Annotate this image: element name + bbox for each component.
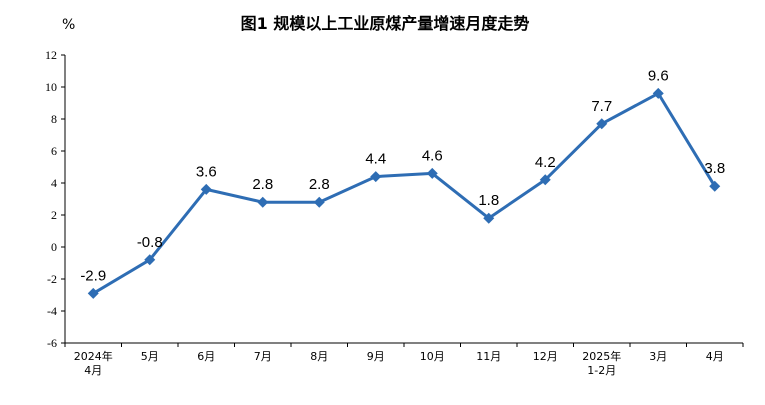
y-tick-label: -2 xyxy=(47,272,57,286)
x-tick-label: 12月 xyxy=(533,350,558,363)
data-point-marker xyxy=(370,171,382,183)
x-tick-label: 1-2月 xyxy=(587,364,616,377)
x-tick-label: 10月 xyxy=(420,350,445,363)
y-tick-label: -4 xyxy=(47,304,57,318)
data-label: 4.6 xyxy=(422,147,443,164)
data-label: 3.6 xyxy=(196,163,217,180)
x-tick-label: 8月 xyxy=(310,350,328,363)
data-point-marker xyxy=(709,180,721,192)
chart-title: 图1 规模以上工业原煤产量增速月度走势 xyxy=(241,14,530,33)
series-line-group: -2.9 -0.8 3.6 2.8 2.8 4.4 4.6 1.8 4.2 7.7 9.6 3.8 xyxy=(80,67,725,299)
data-point-marker xyxy=(426,167,438,179)
data-label: 2.8 xyxy=(309,176,330,193)
y-tick-label: 10 xyxy=(45,80,57,94)
y-tick-label: 12 xyxy=(45,48,57,62)
x-tick-label: 4月 xyxy=(84,364,102,377)
data-label: -0.8 xyxy=(137,234,163,251)
x-tick-label: 2025年 xyxy=(582,349,621,363)
data-point-marker xyxy=(87,287,99,299)
x-tick-label: 4月 xyxy=(706,350,724,363)
data-point-marker xyxy=(200,183,212,195)
data-point-marker xyxy=(144,254,156,266)
x-tick-label: 5月 xyxy=(141,350,159,363)
data-point-marker xyxy=(483,212,495,224)
y-tick-label: 4 xyxy=(51,176,57,190)
y-tick-label: 0 xyxy=(51,240,57,254)
data-point-marker xyxy=(257,196,269,208)
series-line xyxy=(92,91,717,295)
data-label: 2.8 xyxy=(252,176,273,193)
y-tick-label: -6 xyxy=(47,336,57,350)
data-point-marker xyxy=(313,196,325,208)
x-tick-label: 6月 xyxy=(197,350,215,363)
y-tick-label: 8 xyxy=(51,112,57,126)
x-tick-label: 9月 xyxy=(367,350,385,363)
data-point-marker xyxy=(652,87,664,99)
unit-label: % xyxy=(62,17,75,33)
data-label: 3.8 xyxy=(704,160,725,177)
x-tick-label: 7月 xyxy=(254,350,272,363)
data-label: 4.4 xyxy=(365,151,386,168)
x-tick-label: 2024年 xyxy=(74,349,113,363)
y-tick-label: 2 xyxy=(51,208,57,222)
data-point-marker xyxy=(539,174,551,186)
x-tick-label: 11月 xyxy=(476,350,501,363)
data-label: 9.6 xyxy=(648,67,669,84)
y-tick-label: 6 xyxy=(51,144,57,158)
data-point-marker xyxy=(596,118,608,130)
data-label: -2.9 xyxy=(80,267,106,284)
data-label: 7.7 xyxy=(591,98,612,115)
data-label: 1.8 xyxy=(478,192,499,209)
x-tick-label: 3月 xyxy=(649,350,667,363)
data-label: 4.2 xyxy=(535,154,556,171)
